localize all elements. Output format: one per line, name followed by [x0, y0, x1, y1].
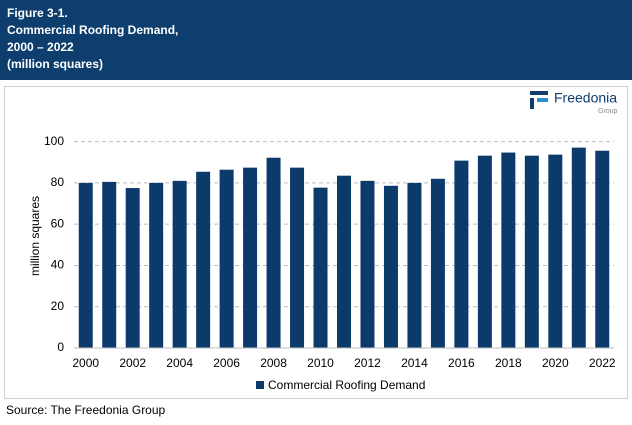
x-tick-label: 2008	[260, 356, 287, 370]
bar	[430, 178, 445, 348]
x-tick-label: 2022	[589, 356, 616, 370]
bar	[571, 147, 586, 348]
bar	[477, 155, 492, 348]
bar	[501, 152, 516, 348]
chart-title: Commercial Roofing Demand,	[7, 23, 178, 37]
bar	[360, 180, 375, 348]
bar	[524, 155, 539, 348]
bar	[243, 167, 258, 348]
figure-number: Figure 3-1.	[7, 6, 68, 20]
bar	[172, 180, 187, 348]
chart-frame	[4, 86, 628, 399]
bar	[266, 157, 281, 348]
bar	[548, 154, 563, 348]
bar	[407, 182, 422, 348]
bar	[149, 182, 164, 348]
logo: Freedonia Group	[530, 90, 618, 115]
legend-swatch	[256, 381, 264, 389]
logo-sub: Group	[598, 108, 618, 115]
x-tick-label: 2004	[166, 356, 193, 370]
bar	[595, 150, 610, 348]
x-tick-label: 2018	[495, 356, 522, 370]
bar	[313, 187, 328, 348]
legend-label: Commercial Roofing Demand	[268, 378, 425, 392]
y-tick-label: 0	[57, 340, 64, 354]
x-tick-label: 2006	[213, 356, 240, 370]
logo-bar	[537, 98, 548, 102]
y-tick-label: 40	[51, 258, 65, 272]
bar	[337, 175, 351, 348]
chart-period: 2000 – 2022	[7, 40, 74, 54]
x-tick-label: 2016	[448, 356, 475, 370]
bar	[219, 169, 234, 348]
header-band	[0, 0, 632, 80]
x-tick-label: 2010	[307, 356, 334, 370]
y-tick-label: 80	[51, 175, 65, 189]
logo-name: Freedonia	[554, 90, 617, 106]
bar	[102, 181, 117, 348]
y-tick-label: 60	[51, 216, 65, 230]
x-tick-label: 2020	[542, 356, 569, 370]
x-tick-label: 2012	[354, 356, 381, 370]
x-tick-label: 2000	[72, 356, 99, 370]
logo-bar	[530, 91, 548, 95]
bar	[454, 160, 469, 348]
bar	[383, 185, 398, 348]
x-tick-label: 2002	[119, 356, 146, 370]
y-tick-label: 100	[44, 134, 64, 148]
bar	[78, 182, 93, 348]
chart-units: (million squares)	[7, 57, 103, 71]
bar	[125, 188, 140, 348]
source: Source: The Freedonia Group	[6, 403, 166, 417]
logo-bar	[530, 98, 534, 109]
y-axis-label: million squares	[28, 196, 42, 276]
y-tick-label: 20	[51, 299, 65, 313]
bar	[290, 167, 305, 348]
x-tick-label: 2014	[401, 356, 428, 370]
bar	[196, 171, 211, 348]
